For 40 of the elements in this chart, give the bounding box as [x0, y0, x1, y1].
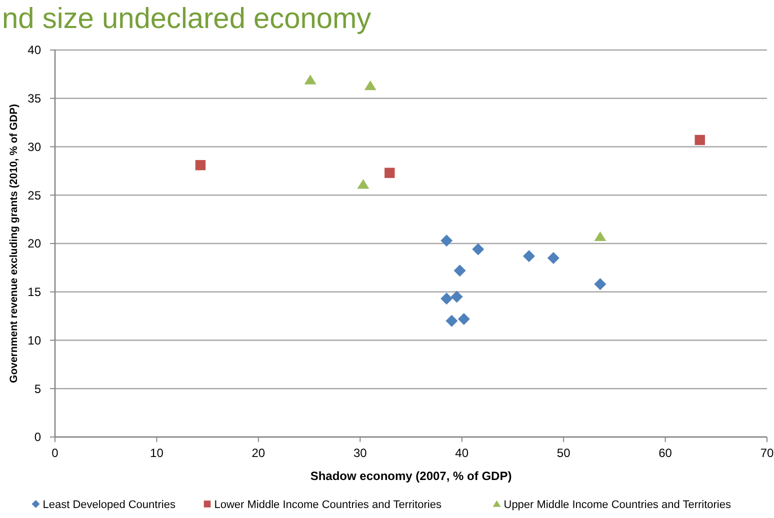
y-tick-label: 25	[28, 188, 42, 202]
x-tick-label: 20	[252, 446, 266, 460]
y-tick-label: 5	[34, 382, 42, 396]
point	[694, 134, 705, 146]
x-tick-label: 40	[455, 446, 469, 460]
y-tick-label: 15	[28, 285, 42, 300]
x-tick-label: 50	[556, 446, 571, 460]
y-tick-label: 35	[28, 92, 42, 106]
y-tick-label: 0	[34, 430, 42, 444]
x-tick-label: 70	[760, 446, 774, 460]
point	[304, 74, 316, 84]
point	[522, 250, 535, 262]
x-tick-label: 60	[658, 446, 672, 460]
point	[195, 160, 206, 170]
y-tick-label: 40	[28, 43, 42, 58]
legend-label: Least Developed Countries	[42, 499, 176, 511]
point	[472, 243, 484, 256]
point	[440, 234, 453, 247]
y-tick-label: 20	[28, 236, 42, 251]
point	[454, 264, 466, 277]
legend-label: Lower Middle Income Countries and Territories	[214, 499, 442, 511]
point	[446, 314, 458, 327]
point	[547, 252, 560, 264]
point	[594, 231, 606, 242]
point	[458, 312, 470, 325]
point	[364, 80, 376, 90]
point	[357, 179, 370, 189]
y-axis-title: Government revenue excluding grants (2010, % of GDP)	[8, 104, 20, 383]
x-tick-label: 0	[52, 446, 59, 460]
point	[594, 278, 606, 290]
point	[440, 292, 453, 305]
x-tick-label: 30	[353, 446, 368, 460]
x-tick-label: 10	[150, 446, 164, 460]
y-tick-label: 10	[28, 333, 42, 348]
chart-title: nd size undeclared economy	[2, 3, 372, 35]
point	[450, 290, 463, 303]
x-axis-title: Shadow economy (2007, % of GDP)	[310, 469, 512, 483]
y-tick-label: 30	[28, 140, 42, 154]
point	[384, 168, 395, 178]
legend-label: Upper Middle Income Countries and Territories	[504, 499, 732, 511]
